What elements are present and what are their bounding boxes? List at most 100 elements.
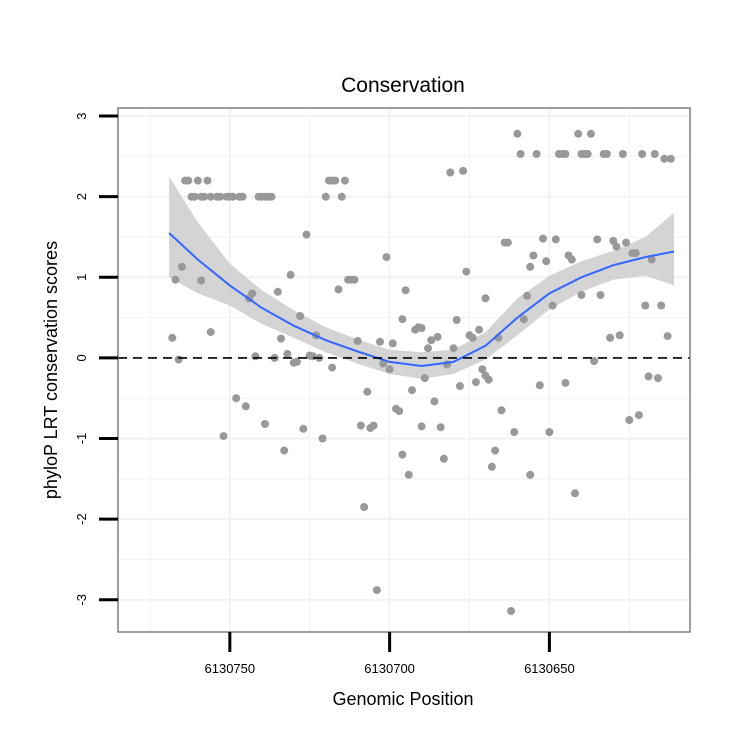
data-point xyxy=(277,334,285,343)
data-point xyxy=(561,150,570,158)
data-point xyxy=(462,267,471,276)
data-point xyxy=(574,129,583,138)
data-point xyxy=(417,324,426,333)
data-points-layer xyxy=(168,129,675,615)
data-point xyxy=(641,301,650,310)
data-point xyxy=(372,586,381,595)
loess-line xyxy=(168,232,675,368)
y-tick-label: 3 xyxy=(74,112,89,119)
data-point xyxy=(395,407,404,416)
data-point xyxy=(321,192,330,201)
data-point xyxy=(251,352,260,361)
data-point xyxy=(583,150,592,158)
data-point xyxy=(379,359,388,368)
data-point xyxy=(654,374,662,383)
x-axis-title: Genomic Position xyxy=(332,689,473,709)
data-point xyxy=(219,432,228,441)
data-point xyxy=(299,424,308,433)
data-point xyxy=(622,238,631,247)
x-tick-label: 6130650 xyxy=(524,661,575,676)
data-point xyxy=(433,332,442,341)
data-point xyxy=(660,154,669,163)
data-point xyxy=(513,129,522,138)
data-point xyxy=(487,462,496,471)
chart-title: Conservation xyxy=(341,74,465,97)
data-point xyxy=(561,378,570,387)
data-point xyxy=(334,285,343,294)
data-point xyxy=(168,333,177,342)
data-point xyxy=(542,257,551,266)
data-point xyxy=(452,316,461,324)
data-point xyxy=(615,331,624,340)
data-point xyxy=(350,275,359,284)
data-point xyxy=(468,333,477,342)
data-point xyxy=(356,421,365,430)
data-point xyxy=(663,332,672,341)
data-point xyxy=(206,328,215,337)
smooth-line-layer xyxy=(168,232,675,368)
data-point xyxy=(567,255,576,264)
confidence-ribbon-layer xyxy=(169,176,674,379)
y-axis-title: phyloP LRT conservation scores xyxy=(41,241,61,499)
data-point xyxy=(535,381,544,390)
data-point xyxy=(340,176,349,185)
data-point xyxy=(388,339,397,348)
data-point xyxy=(177,262,186,271)
data-point xyxy=(439,454,448,463)
x-tick-label: 6130700 xyxy=(364,661,415,676)
data-point xyxy=(436,423,445,432)
data-point xyxy=(631,249,640,258)
y-tick-label: -3 xyxy=(74,594,89,606)
data-point xyxy=(459,166,468,175)
data-point xyxy=(424,344,432,353)
data-point xyxy=(551,235,560,244)
data-point xyxy=(510,428,519,437)
data-point xyxy=(283,349,292,358)
data-point xyxy=(273,287,282,296)
data-point xyxy=(657,301,666,310)
data-point xyxy=(328,363,337,372)
data-point xyxy=(571,489,579,498)
data-point xyxy=(596,291,605,299)
data-point xyxy=(503,238,512,247)
data-point xyxy=(417,422,426,431)
data-point xyxy=(526,262,535,271)
data-point xyxy=(484,375,493,384)
data-point xyxy=(296,312,305,320)
data-point xyxy=(302,230,311,239)
data-point xyxy=(666,154,675,163)
data-point xyxy=(526,470,535,479)
data-point xyxy=(532,150,541,158)
y-tick-label: -2 xyxy=(74,513,89,525)
data-point xyxy=(331,176,340,185)
data-point xyxy=(548,301,557,310)
data-point xyxy=(593,235,602,244)
data-point xyxy=(184,176,193,185)
data-point xyxy=(634,411,643,420)
data-point xyxy=(171,275,180,284)
data-point xyxy=(286,270,295,279)
data-point xyxy=(261,420,269,428)
data-point xyxy=(385,365,394,374)
x-tick-label: 6130750 xyxy=(205,661,256,676)
panel-border xyxy=(117,107,691,633)
data-point xyxy=(408,386,416,395)
data-point xyxy=(420,374,429,383)
data-point xyxy=(190,192,199,201)
data-point xyxy=(602,150,611,158)
data-point xyxy=(238,192,247,201)
data-point xyxy=(360,503,369,511)
data-point xyxy=(529,251,538,260)
data-point xyxy=(618,150,627,158)
data-point xyxy=(523,291,531,300)
data-point xyxy=(318,434,327,443)
data-point xyxy=(337,192,346,201)
data-point xyxy=(398,450,407,459)
data-point xyxy=(398,315,407,324)
data-point xyxy=(497,406,506,415)
data-point xyxy=(475,325,484,334)
data-point xyxy=(590,357,599,366)
data-point xyxy=(612,242,621,251)
data-point xyxy=(369,421,378,430)
